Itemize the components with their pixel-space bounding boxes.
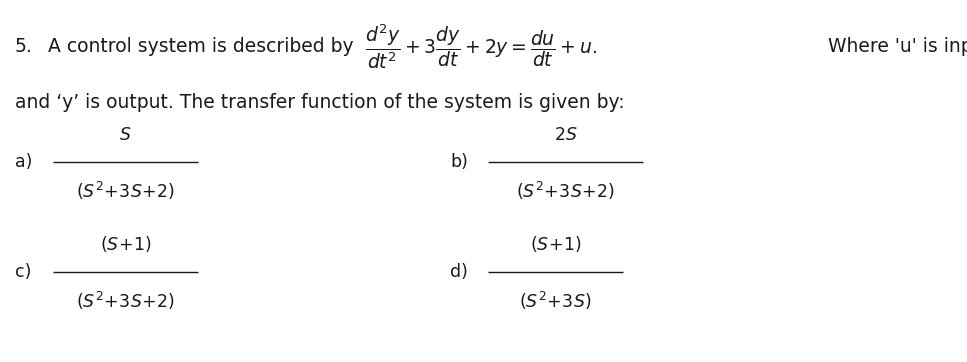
Text: $(S^2\!+\!3S)$: $(S^2\!+\!3S)$ (519, 290, 592, 312)
Text: $S$: $S$ (119, 126, 132, 144)
Text: A control system is described by: A control system is described by (42, 38, 360, 56)
Text: b): b) (450, 153, 468, 171)
Text: a): a) (15, 153, 32, 171)
Text: $2S$: $2S$ (554, 126, 577, 144)
Text: Where 'u' is input: Where 'u' is input (822, 38, 967, 56)
Text: $(S\!+\!1)$: $(S\!+\!1)$ (100, 234, 152, 254)
Text: $(S\!+\!1)$: $(S\!+\!1)$ (530, 234, 581, 254)
Text: and ‘y’ is output. The transfer function of the system is given by:: and ‘y’ is output. The transfer function… (15, 93, 625, 111)
Text: d): d) (450, 263, 468, 281)
Text: $(S^2\!+\!3S\!+\!2)$: $(S^2\!+\!3S\!+\!2)$ (76, 290, 175, 312)
Text: $(S^2\!+\!3S\!+\!2)$: $(S^2\!+\!3S\!+\!2)$ (516, 180, 615, 202)
Text: c): c) (15, 263, 31, 281)
Text: $(S^2\!+\!3S\!+\!2)$: $(S^2\!+\!3S\!+\!2)$ (76, 180, 175, 202)
Text: $\dfrac{d^2y}{dt^2} + 3\dfrac{dy}{dt} + 2y = \dfrac{du}{dt} + u.$: $\dfrac{d^2y}{dt^2} + 3\dfrac{dy}{dt} + … (365, 22, 597, 71)
Text: 5.: 5. (15, 38, 33, 56)
